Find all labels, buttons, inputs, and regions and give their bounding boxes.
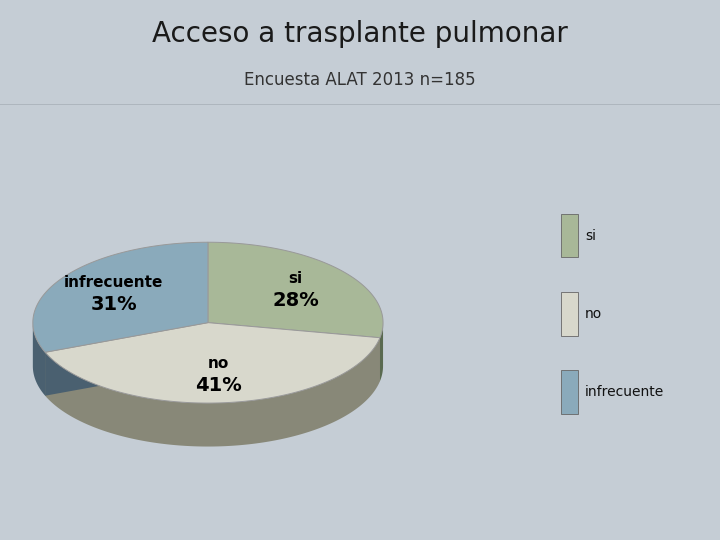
Polygon shape — [208, 322, 380, 381]
Text: Encuesta ALAT 2013 n=185: Encuesta ALAT 2013 n=185 — [244, 71, 476, 89]
Polygon shape — [45, 322, 208, 396]
Text: si: si — [289, 271, 302, 286]
Text: infrecuente: infrecuente — [585, 385, 665, 399]
Text: no: no — [585, 307, 603, 321]
Polygon shape — [208, 322, 380, 381]
Text: no: no — [208, 356, 229, 372]
Polygon shape — [45, 338, 380, 447]
Text: si: si — [585, 229, 596, 242]
Polygon shape — [380, 323, 383, 381]
FancyBboxPatch shape — [561, 370, 578, 414]
Text: Acceso a trasplante pulmonar: Acceso a trasplante pulmonar — [152, 19, 568, 48]
FancyBboxPatch shape — [561, 292, 578, 336]
Polygon shape — [208, 242, 383, 338]
Text: 31%: 31% — [91, 295, 137, 314]
Text: 41%: 41% — [195, 376, 242, 395]
Polygon shape — [45, 322, 380, 403]
FancyBboxPatch shape — [561, 214, 578, 258]
Polygon shape — [45, 322, 208, 396]
Text: 28%: 28% — [272, 291, 319, 310]
Text: infrecuente: infrecuente — [64, 275, 163, 290]
Polygon shape — [33, 323, 45, 396]
Polygon shape — [33, 242, 208, 352]
